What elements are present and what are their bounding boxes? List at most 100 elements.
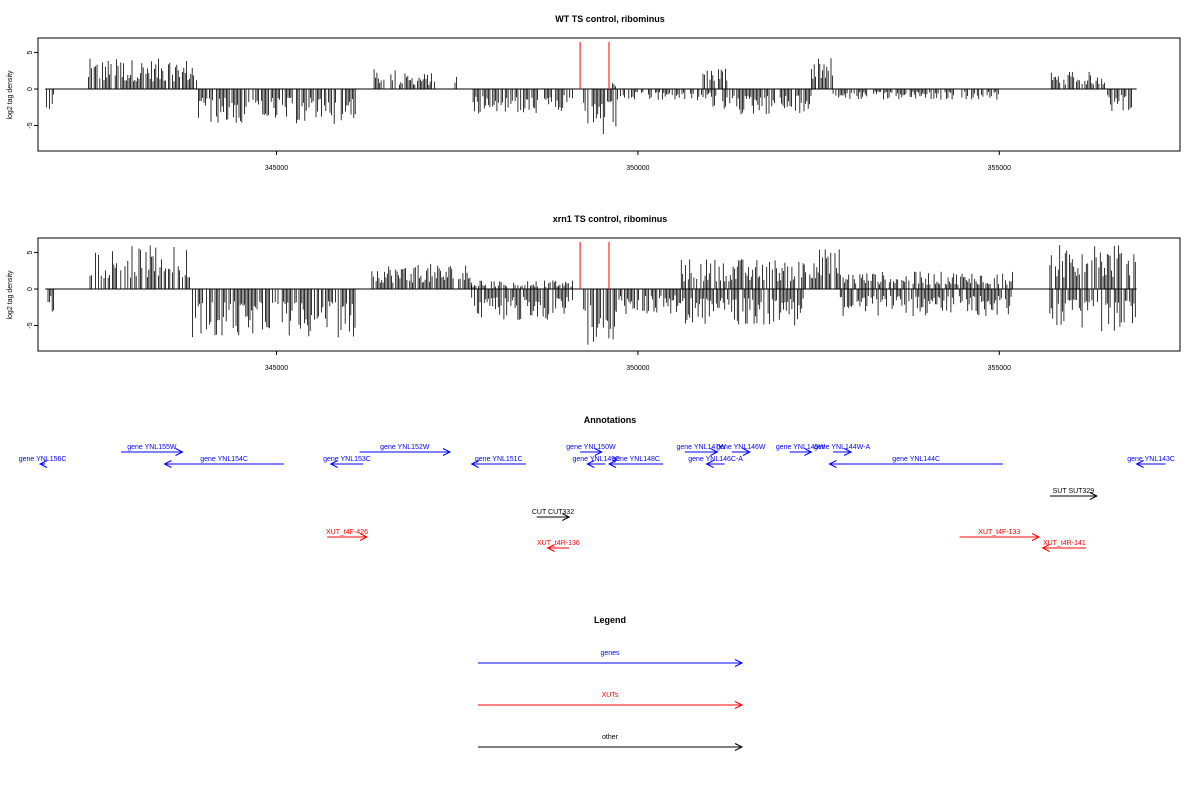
y-tick-label: 0 [27,87,34,91]
annotation-label: CUT CUT332 [532,509,574,516]
density-bars-positive [803,249,840,289]
legend-arrow-head [734,659,744,667]
x-tick-label: 355000 [988,365,1011,372]
annotation-item: gene YNL152W [359,444,452,456]
density-bars-negative [46,89,54,109]
annotation-item: gene YNL143C [1127,456,1175,468]
annotation-arrow-head [607,460,617,468]
y-tick-label: -5 [27,322,34,328]
annotation-arrow-head [175,448,184,456]
annotation-item: XUT_t4F-133 [959,529,1041,541]
panel-xrn1-title: xrn1 TS control, ribominus [553,214,668,224]
x-tick-label: 350000 [626,365,649,372]
annotation-label: gene YNL147W [677,444,727,451]
annotation-item: SUT SUT329 [1049,488,1098,500]
panel-xrn1: xrn1 TS control, ribominus log2 tag dens… [7,214,1181,372]
legend-item: genes [478,650,744,667]
annotation-label: XUT_t4R-141 [1043,540,1086,547]
annotation-label: gene YNL148C [612,456,660,463]
density-bars-positive [399,73,435,89]
density-bars-positive [811,58,833,89]
annotation-label: gene YNL155W [127,444,177,451]
annotation-label: gene YNL151C [475,456,523,463]
x-tick-label: 350000 [626,165,649,172]
y-tick-label: 0 [27,287,34,291]
annotation-arrow-head [442,448,452,456]
density-bars-positive [1049,245,1136,289]
annotation-arrow-head [1135,460,1144,468]
x-tick-label: 345000 [265,165,288,172]
panel-xrn1-ylabel: log2 tag density [7,270,14,320]
density-bars-positive [88,58,197,89]
annotation-arrow-head [163,460,172,468]
legend-item: other [478,734,744,751]
annotation-item: gene YNL155W [121,444,184,456]
annotation-label: gene YNL146W [716,444,766,451]
annotation-item: gene YNL148C [607,456,664,468]
legend-items: genes XUTs other [478,650,744,751]
annotation-arrow-head [594,448,603,456]
y-tick-label: 5 [27,51,34,55]
density-bars-positive [454,76,457,89]
density-bars-positive [373,69,396,89]
density-bars-positive [839,271,1013,289]
legend-label: other [602,734,619,741]
legend-title: Legend [594,615,626,625]
x-tick-label: 355000 [988,165,1011,172]
annotation-item: gene YNL151C [470,456,526,468]
annotation-item: gene YNL156C [19,456,66,468]
panel-wt-frame [37,37,1181,152]
legend-arrow-head [734,743,744,751]
y-tick-label: -5 [27,122,34,128]
density-bars-negative [1107,89,1132,111]
annotation-arrow-head [38,460,48,468]
panel-wt: WT TS control, ribominus log2 tag densit… [7,14,1181,172]
density-bars-positive [371,263,472,289]
annotation-label: XUT_t4F-133 [978,529,1020,536]
annotation-item: gene YNL144C [828,456,1003,468]
density-bars-positive [680,259,804,289]
annotation-item: CUT CUT332 [532,509,574,521]
legend-label: genes [600,650,620,657]
annotation-arrow-head [1031,533,1041,541]
density-bars-positive [702,68,728,89]
annotation-item: gene YNL147W [677,444,727,456]
annotation-item: gene YNL150W [566,444,616,456]
annotation-arrow-head [470,460,479,468]
annotation-item: gene YNL146W [716,444,766,456]
annotation-arrow-head [742,448,752,456]
density-bars-negative [617,89,711,101]
density-bars-negative [198,89,356,124]
annotation-item: XUT_t4R-136 [537,540,580,552]
annotation-label: XUT_t4F-426 [326,529,368,536]
annotation-label: gene YNL152W [380,444,430,451]
annotation-arrow-head [710,448,719,456]
density-bars-negative [1049,289,1136,332]
density-bars-negative [682,289,804,326]
annotation-label: SUT SUT329 [1053,488,1095,495]
panel-wt-ylabel: log2 tag density [7,70,14,120]
annotation-item: gene YNL144W-A [814,444,871,456]
annotation-label: gene YNL153C [323,456,371,463]
annotation-arrow-head [705,460,714,468]
annotation-label: gene YNL144W-A [814,444,870,451]
annotation-tracks: gene YNL156C gene YNL155W gene YNL154C gene… [19,444,1175,552]
panel-xrn1-frame [37,237,1181,352]
legend-item: XUTs [478,692,744,709]
annotation-label: XUT_t4R-136 [537,540,580,547]
density-bars-negative [832,89,999,100]
annotation-arrow-head [804,448,813,456]
panel-wt-axes: -5 0 5 345000 350000 355000 [27,42,1137,172]
density-bars-negative [192,289,356,338]
annotation-item: gene YNL154C [163,456,284,468]
annotation-label: gene YNL146C-A [688,456,743,463]
annotation-arrow-head [1089,492,1098,500]
annotation-arrow-head [359,533,368,541]
panel-wt-bars [46,58,1132,134]
density-bars-negative [615,289,681,314]
density-bars-negative [583,89,617,134]
density-bars-positive [612,83,616,89]
density-bars-positive [89,245,190,289]
density-bars-negative [471,289,573,320]
